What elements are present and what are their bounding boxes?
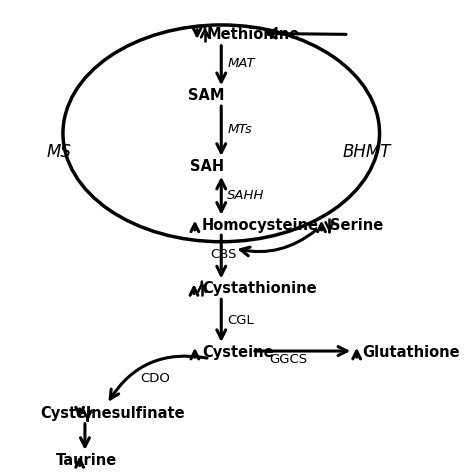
Text: Homocysteine: Homocysteine	[202, 218, 319, 233]
Text: CDO: CDO	[140, 372, 170, 385]
Text: Glutathione: Glutathione	[362, 345, 460, 360]
Text: Cysteine: Cysteine	[202, 345, 273, 360]
Text: MAT: MAT	[228, 57, 255, 70]
Text: Taurine: Taurine	[56, 453, 118, 468]
Text: Methionine: Methionine	[207, 27, 300, 42]
Text: Cystathionine: Cystathionine	[202, 282, 317, 296]
Text: GGCS: GGCS	[270, 353, 308, 366]
Text: Serine: Serine	[330, 218, 383, 233]
Text: MS: MS	[46, 143, 71, 161]
Text: SAM: SAM	[189, 88, 225, 103]
Text: MTs: MTs	[228, 123, 252, 136]
Text: CBS: CBS	[211, 248, 237, 261]
Text: Cysteinesulfinate: Cysteinesulfinate	[40, 406, 185, 421]
Text: BHMT: BHMT	[342, 143, 391, 161]
Text: SAH: SAH	[190, 159, 224, 174]
Text: SAHH: SAHH	[228, 189, 265, 202]
Text: CGL: CGL	[228, 314, 254, 327]
